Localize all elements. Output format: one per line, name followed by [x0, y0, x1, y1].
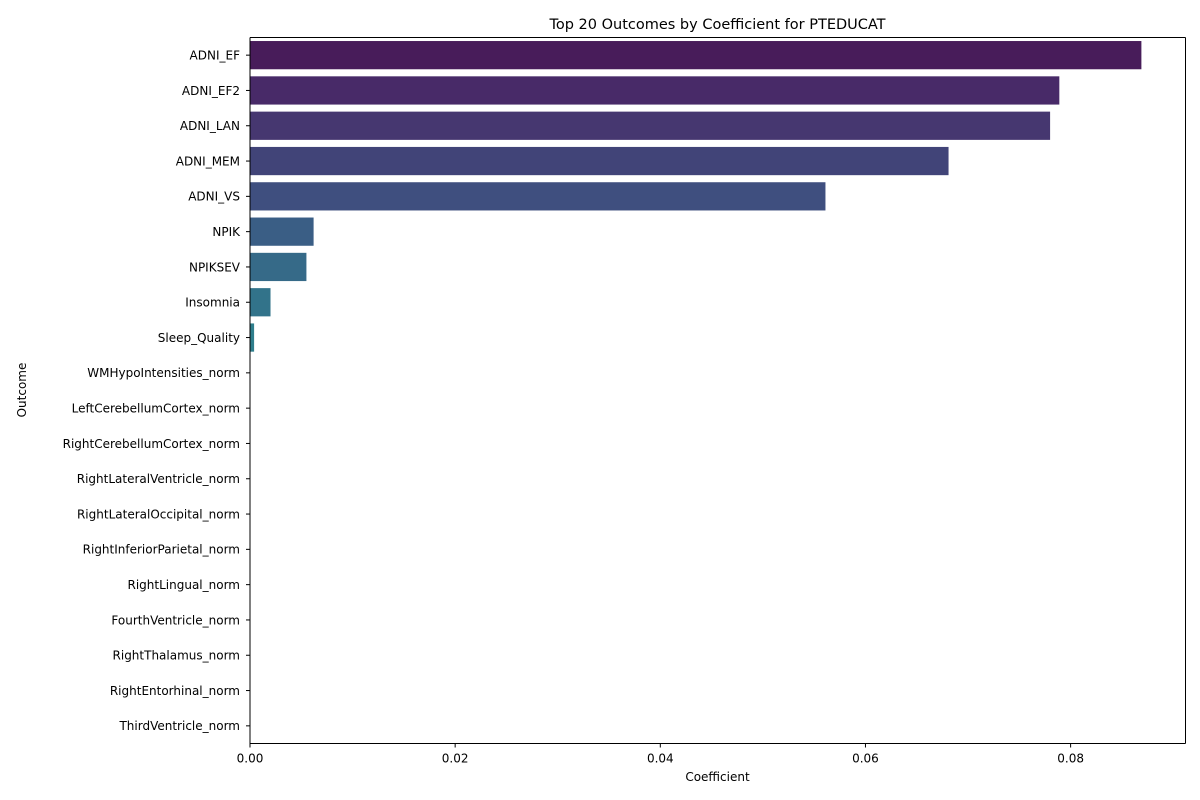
y-tick-label: ADNI_VS [188, 190, 240, 204]
y-tick-label: Sleep_Quality [158, 331, 240, 345]
bar-ADNI_EF2 [250, 76, 1060, 105]
y-tick-label: RightInferiorParietal_norm [83, 543, 240, 557]
y-axis-label: Outcome [15, 363, 29, 418]
x-axis-ticks: 0.00 0.02 0.04 0.06 0.08 [237, 743, 1084, 766]
y-tick-label: LeftCerebellumCortex_norm [72, 401, 240, 415]
x-tick-label: 0.06 [852, 752, 879, 766]
y-tick-label: ADNI_EF [190, 48, 241, 62]
y-tick-label: WMHypoIntensities_norm [87, 366, 240, 380]
bar-Insomnia [250, 288, 271, 317]
bar-ADNI_LAN [250, 111, 1051, 140]
y-tick-label: ThirdVentricle_norm [118, 719, 240, 733]
bar-Sleep_Quality [250, 323, 255, 352]
y-tick-label: ADNI_MEM [176, 154, 240, 168]
y-tick-label: RightLingual_norm [128, 578, 241, 592]
x-tick-label: 0.00 [237, 752, 264, 766]
y-tick-label: NPIKSEV [189, 260, 241, 274]
x-tick-label: 0.02 [442, 752, 469, 766]
y-tick-label: RightCerebellumCortex_norm [63, 437, 240, 451]
chart-title: Top 20 Outcomes by Coefficient for PTEDU… [548, 17, 885, 33]
y-tick-label: NPIK [212, 225, 241, 239]
bar-NPIKSEV [250, 252, 307, 282]
y-tick-label: ADNI_LAN [180, 119, 240, 133]
y-tick-label: RightThalamus_norm [113, 649, 240, 663]
bar-ADNI_EF [250, 41, 1142, 70]
x-axis-label: Coefficient [685, 770, 750, 784]
bars-group [250, 41, 1142, 352]
y-tick-label: RightLateralOccipital_norm [77, 507, 240, 521]
y-tick-label: RightEntorhinal_norm [110, 684, 240, 698]
bar-ADNI_MEM [250, 146, 949, 176]
y-tick-label: Insomnia [185, 296, 240, 310]
y-tick-label: RightLateralVentricle_norm [77, 472, 240, 486]
y-tick-label: ADNI_EF2 [182, 84, 240, 98]
x-tick-label: 0.04 [647, 752, 674, 766]
bar-NPIK [250, 217, 314, 246]
x-tick-label: 0.08 [1057, 752, 1084, 766]
bar-ADNI_VS [250, 182, 826, 211]
y-tick-label: FourthVentricle_norm [111, 613, 240, 627]
y-axis-ticks: ADNI_EF ADNI_EF2 ADNI_LAN ADNI_MEM ADNI_VS NP… [63, 48, 250, 733]
